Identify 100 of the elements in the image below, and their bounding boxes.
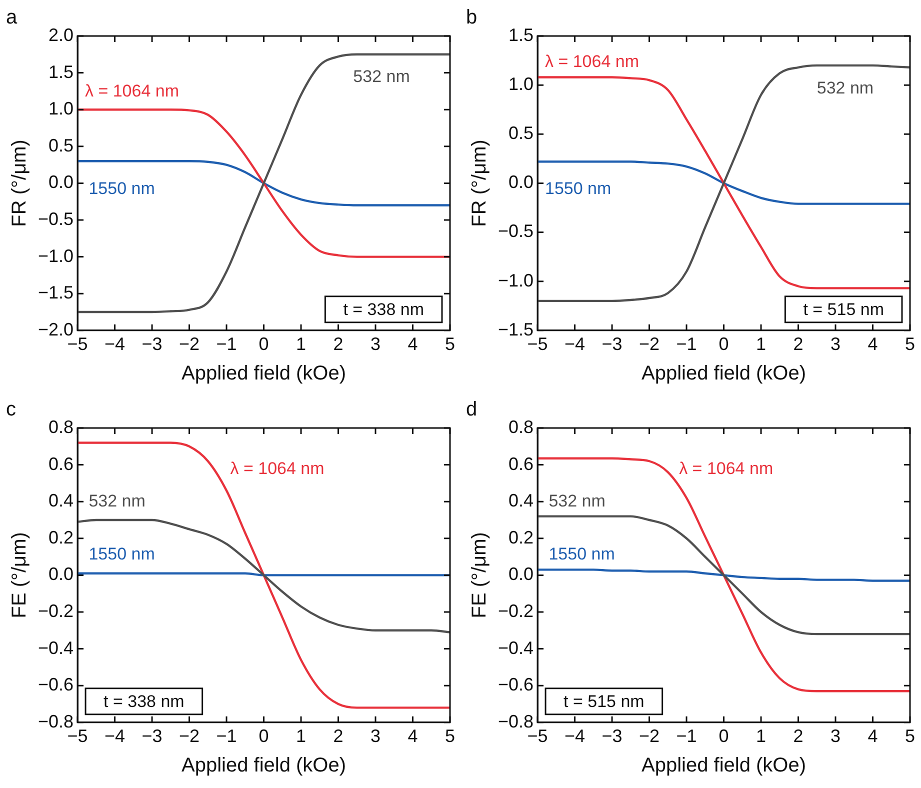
series-label: 532 nm: [548, 491, 606, 510]
x-tick-label: −2: [179, 334, 200, 354]
y-tick-label: −0.5: [38, 208, 74, 229]
line-series: [78, 53, 450, 314]
x-tick-label: −3: [602, 726, 622, 746]
x-tick-label: 4: [868, 334, 878, 354]
annotation: t = 338 nm: [343, 300, 424, 320]
x-tick-label: 2: [333, 726, 344, 746]
chart-title: a: [6, 6, 18, 29]
line-series: [78, 160, 450, 206]
x-tick-label: −3: [142, 334, 162, 354]
line-series: [538, 568, 910, 582]
y-tick-label: −0.2: [498, 600, 534, 621]
x-axis-title: Applied field (kOe): [182, 362, 346, 385]
series-label: 1550 nm: [544, 178, 612, 198]
x-axis-title: Applied field (kOe): [642, 754, 806, 777]
y-tick-label: 0.0: [508, 564, 534, 584]
y-tick-label: 0.0: [48, 172, 74, 192]
series-label: 532 nm: [353, 66, 410, 86]
series-label: λ = 1064 nm: [230, 458, 324, 478]
y-tick-label: −0.4: [498, 638, 534, 658]
x-tick-label: 1: [756, 726, 766, 746]
y-tick-label: 2.0: [48, 24, 74, 45]
x-tick-label: 3: [830, 334, 841, 354]
x-tick-label: 4: [408, 334, 418, 354]
chart-title: b: [466, 6, 478, 29]
line-series: [538, 515, 910, 636]
annotation: t = 338 nm: [104, 692, 184, 712]
y-tick-label: −1.5: [38, 282, 74, 303]
y-tick-label: 1.5: [508, 24, 534, 45]
y-tick-label: −1.0: [38, 246, 74, 266]
x-tick-label: 2: [793, 726, 804, 746]
x-tick-label: 4: [868, 726, 878, 746]
series-label: 532 nm: [88, 491, 146, 510]
y-tick-label: −0.8: [38, 711, 74, 732]
x-tick-label: −2: [639, 726, 660, 746]
series-label: λ = 1064 nm: [679, 458, 774, 478]
y-tick-label: 1.0: [508, 74, 534, 94]
series-label: 1550 nm: [88, 178, 155, 198]
x-tick-label: −4: [564, 334, 586, 354]
x-tick-label: −2: [179, 726, 200, 746]
y-tick-label: 0.5: [508, 123, 534, 144]
x-tick-label: −1: [216, 334, 237, 354]
y-axis-title: FR (°/μm): [468, 140, 491, 227]
x-tick-label: 3: [370, 334, 381, 354]
x-tick-label: −3: [142, 726, 162, 746]
series-label: λ = 1064 nm: [544, 52, 640, 72]
y-tick-label: 0.8: [48, 416, 74, 437]
x-tick-label: 5: [444, 334, 456, 354]
x-tick-label: 5: [444, 726, 456, 746]
line-series: [538, 457, 910, 692]
y-tick-label: 1.0: [48, 98, 74, 119]
y-tick-label: −0.6: [498, 674, 534, 695]
y-axis-title: FE (°/μm): [468, 532, 491, 618]
y-tick-label: −0.5: [498, 221, 534, 242]
y-tick-label: −0.6: [38, 674, 74, 695]
y-axis-title: FR (°/μm): [8, 140, 31, 227]
y-tick-label: 0.8: [508, 416, 534, 437]
line-series: [78, 518, 450, 634]
x-tick-label: −3: [602, 334, 622, 354]
x-tick-label: 0: [718, 334, 729, 354]
y-tick-label: 0.4: [48, 490, 74, 511]
y-tick-label: 0.2: [508, 527, 534, 548]
y-tick-label: 0.0: [508, 172, 534, 192]
x-tick-label: 5: [904, 726, 916, 746]
x-tick-label: 1: [296, 726, 306, 746]
y-tick-label: −0.2: [38, 600, 74, 621]
series-label: 1550 nm: [88, 544, 155, 564]
x-tick-label: −4: [104, 726, 126, 746]
line-series: [538, 160, 910, 205]
x-tick-label: 0: [258, 334, 269, 354]
annotation: t = 515 nm: [564, 692, 644, 712]
chart-title: d: [466, 398, 478, 421]
x-tick-label: 3: [370, 726, 381, 746]
x-tick-label: −2: [639, 334, 660, 354]
x-tick-label: −4: [564, 726, 586, 746]
x-axis-title: Applied field (kOe): [642, 362, 806, 385]
y-tick-label: 0.6: [48, 454, 74, 474]
y-tick-label: −1.0: [498, 270, 534, 290]
x-tick-label: −4: [104, 334, 126, 354]
x-tick-label: 3: [830, 726, 841, 746]
y-axis-title: FE (°/μm): [8, 532, 31, 618]
x-tick-label: −1: [676, 334, 697, 354]
x-tick-label: −1: [676, 726, 697, 746]
y-tick-label: −1.5: [498, 319, 534, 340]
y-tick-label: −0.8: [498, 711, 534, 732]
chart-title: c: [6, 398, 16, 421]
y-tick-label: 0.5: [48, 135, 74, 156]
y-tick-label: 0.6: [508, 454, 534, 474]
x-tick-label: 5: [904, 334, 916, 354]
x-tick-label: 1: [296, 334, 306, 354]
x-tick-label: 0: [718, 726, 729, 746]
line-series: [78, 108, 450, 258]
y-tick-label: 0.4: [508, 490, 534, 511]
series-label: 1550 nm: [548, 544, 615, 564]
x-axis-title: Applied field (kOe): [182, 754, 346, 777]
x-tick-label: −1: [216, 726, 237, 746]
y-tick-label: 0.2: [48, 527, 74, 548]
y-tick-label: 1.5: [48, 62, 74, 82]
x-tick-label: 2: [333, 334, 344, 354]
